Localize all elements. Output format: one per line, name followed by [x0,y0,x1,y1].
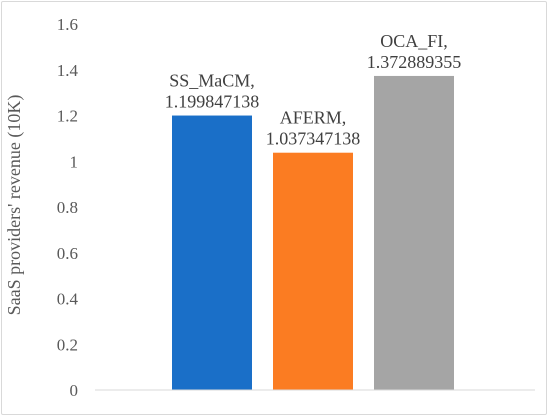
y-tick-label: 1.6 [57,15,78,34]
y-tick-label: 1.2 [57,107,78,126]
y-tick-label: 0.2 [57,335,78,354]
data-label-value: 1.037347138 [266,129,361,149]
bar-oca-fi [374,75,454,390]
bar-aferm [273,152,353,390]
data-label-series: AFERM, [280,108,347,128]
y-tick-label: 0 [70,381,79,400]
y-axis-ticks: 0 0.2 0.4 0.6 0.8 1 1.2 1.4 1.6 [57,15,79,400]
y-tick-label: 0.4 [57,290,79,309]
data-label-series: OCA_FI, [380,31,448,51]
y-tick-label: 1.4 [57,61,79,80]
y-tick-label: 0.8 [57,198,78,217]
y-axis-title: SaaS providers' revenue (10K) [4,95,25,316]
bars [172,75,454,390]
y-tick-label: 0.6 [57,244,78,263]
bar-ss-macm [172,115,252,390]
data-label-value: 1.372889355 [367,52,462,72]
data-label-series: SS_MaCM, [169,71,255,91]
data-label-value: 1.199847138 [165,92,260,112]
y-tick-label: 1 [70,152,79,171]
data-labels: SS_MaCM,1.199847138 AFERM,1.037347138 OCA_… [165,31,462,149]
